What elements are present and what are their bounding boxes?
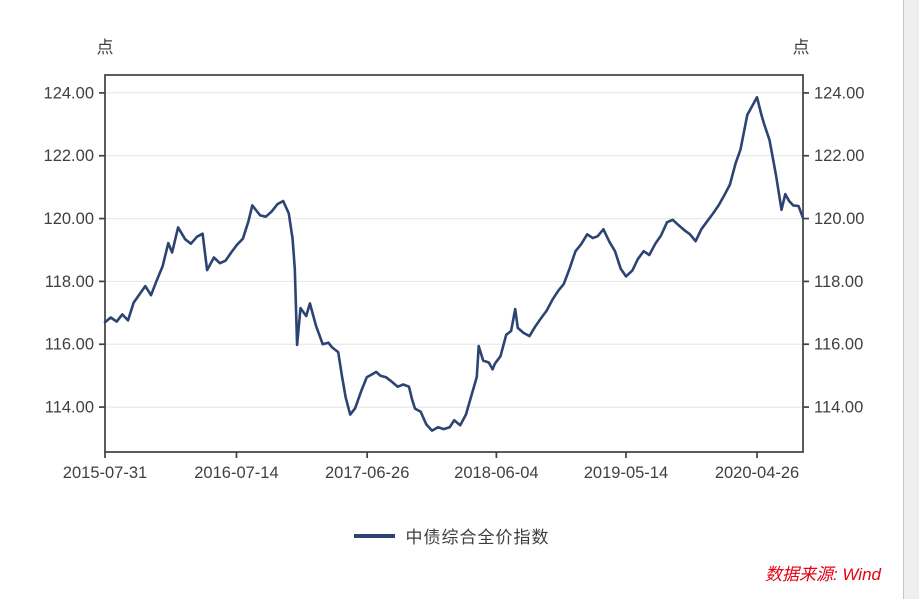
legend: 中债综合全价指数 (0, 523, 903, 548)
plot-frame (104, 74, 804, 453)
data-source-note: 数据来源: Wind (764, 565, 881, 584)
y-axis-tick-label-right: 120.00 (814, 210, 864, 228)
y-axis-tick-label-left: 116.00 (45, 336, 94, 354)
y-axis-tick-label-right: 118.00 (814, 273, 863, 291)
y-axis-tick-label-left: 118.00 (45, 273, 94, 291)
x-axis-tick-label: 2019-05-14 (584, 464, 668, 482)
y-axis-unit-label-left: 点 (96, 38, 114, 57)
x-axis-tick-label: 2020-04-26 (715, 464, 799, 482)
legend-series-label: 中债综合全价指数 (405, 528, 550, 547)
x-axis-tick-label: 2018-06-04 (454, 464, 538, 482)
y-axis-tick-label-right: 116.00 (814, 336, 863, 354)
y-axis-tick-label-left: 124.00 (44, 84, 94, 102)
series-line (103, 96, 805, 432)
y-axis-tick-label-right: 124.00 (814, 84, 864, 102)
y-axis-unit-label-right: 点 (792, 38, 810, 57)
y-axis-tick-label-left: 120.00 (44, 210, 94, 228)
x-axis-tick-label: 2017-06-26 (325, 464, 409, 482)
y-axis-tick-label-left: 114.00 (45, 399, 94, 417)
x-axis-tick-label: 2015-07-31 (63, 464, 147, 482)
y-axis-tick-label-right: 122.00 (814, 147, 864, 165)
y-axis-tick-label-left: 122.00 (44, 147, 94, 165)
x-axis-tick-label: 2016-07-14 (194, 464, 278, 482)
y-axis-tick-label-right: 114.00 (814, 399, 863, 417)
legend-line-swatch (353, 533, 395, 538)
page-edge-strip (903, 0, 919, 599)
